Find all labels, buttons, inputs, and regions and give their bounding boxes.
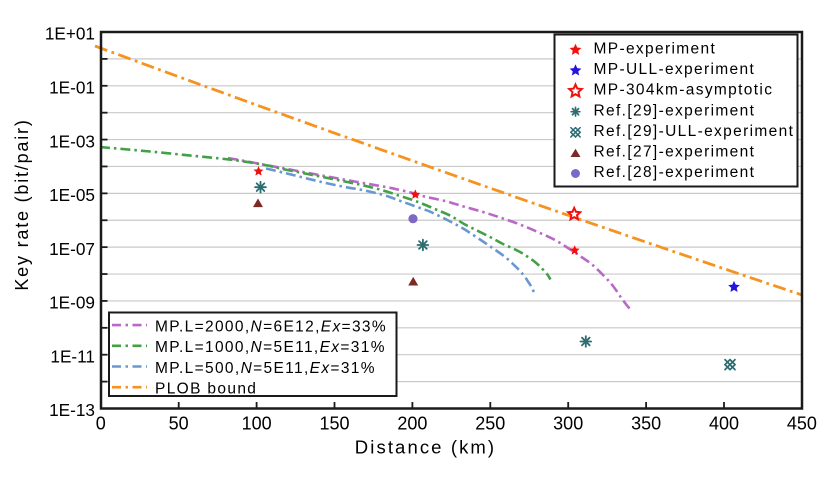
svg-text:100: 100 xyxy=(242,414,272,434)
svg-text:MP.L=2000,N=6E12,Ex=33%: MP.L=2000,N=6E12,Ex=33% xyxy=(155,318,387,335)
svg-text:1E-01: 1E-01 xyxy=(49,78,95,98)
svg-text:250: 250 xyxy=(475,414,505,434)
svg-text:400: 400 xyxy=(709,414,739,434)
svg-text:350: 350 xyxy=(631,414,661,434)
svg-text:Distance (km): Distance (km) xyxy=(355,436,496,457)
svg-text:Ref.[29]-experiment: Ref.[29]-experiment xyxy=(594,102,756,119)
svg-text:1E-11: 1E-11 xyxy=(50,346,95,366)
svg-text:1E-07: 1E-07 xyxy=(49,239,95,259)
svg-text:1E-13: 1E-13 xyxy=(49,400,95,420)
svg-text:MP.L=1000,N=5E11,Ex=31%: MP.L=1000,N=5E11,Ex=31% xyxy=(155,339,386,356)
svg-text:1E+01: 1E+01 xyxy=(45,24,95,44)
svg-text:1E-05: 1E-05 xyxy=(49,185,95,205)
svg-text:1E-09: 1E-09 xyxy=(49,293,95,313)
svg-text:PLOB bound: PLOB bound xyxy=(155,381,257,398)
svg-text:150: 150 xyxy=(319,414,349,434)
svg-text:0: 0 xyxy=(96,414,106,434)
svg-text:MP.L=500,N=5E11,Ex=31%: MP.L=500,N=5E11,Ex=31% xyxy=(155,360,376,377)
svg-text:Key rate (bit/pair): Key rate (bit/pair) xyxy=(12,118,32,290)
svg-text:MP-experiment: MP-experiment xyxy=(594,41,717,58)
svg-text:Ref.[29]-ULL-experiment: Ref.[29]-ULL-experiment xyxy=(594,123,795,140)
svg-text:MP-ULL-experiment: MP-ULL-experiment xyxy=(594,61,756,78)
svg-text:300: 300 xyxy=(553,414,583,434)
svg-text:Ref.[27]-experiment: Ref.[27]-experiment xyxy=(594,144,756,161)
svg-text:1E-03: 1E-03 xyxy=(49,131,95,151)
svg-text:200: 200 xyxy=(397,414,427,434)
svg-text:MP-304km-asymptotic: MP-304km-asymptotic xyxy=(594,82,774,99)
svg-text:50: 50 xyxy=(169,414,189,434)
svg-text:Ref.[28]-experiment: Ref.[28]-experiment xyxy=(594,164,756,181)
svg-text:450: 450 xyxy=(787,414,817,434)
